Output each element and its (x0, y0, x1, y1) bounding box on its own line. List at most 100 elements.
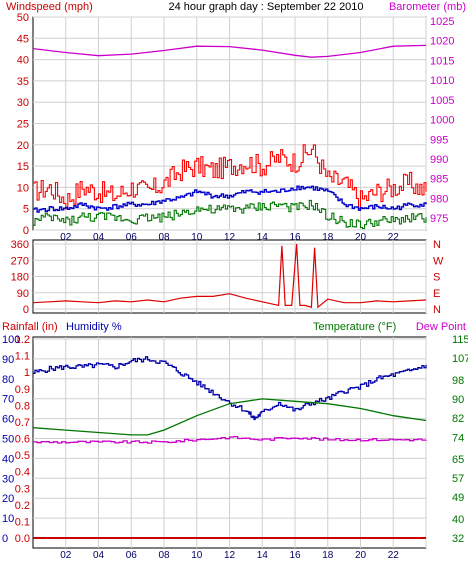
temp-x-tick-label: 08 (158, 550, 170, 559)
compass-label: N (433, 304, 441, 316)
wind-y-tick-label: 20 (17, 140, 29, 152)
wind-x-tick-label: 08 (158, 232, 170, 243)
barometer-y-tick-label: 985 (430, 174, 448, 186)
temperature-tick-label: 98 (452, 375, 464, 387)
direction-y-tick-label: 270 (11, 255, 29, 267)
barometer-y-tick-label: 1010 (430, 75, 454, 87)
wind-y-tick-label: 5 (23, 204, 29, 216)
direction-y-tick-label: 360 (11, 239, 29, 251)
temp-x-tick-label: 16 (289, 550, 301, 559)
temperature-tick-label: 40 (452, 514, 464, 526)
wind-y-tick-label: 15 (17, 161, 29, 173)
temp-x-tick-label: 18 (322, 550, 334, 559)
temperature-line (32, 398, 427, 436)
barometer-y-tick-label: 1025 (430, 16, 454, 28)
dewpoint-line (33, 435, 427, 444)
wind-chart-title: 24 hour graph day : September 22 2010 (168, 1, 363, 13)
humidity-line (33, 356, 427, 421)
rainfall-tick-label: 1.2 (15, 334, 30, 346)
average-wind-line (33, 185, 427, 213)
barometer-y-tick-label: 1020 (430, 36, 454, 48)
rainfall-tick-label: 1.1 (15, 351, 30, 363)
barometer-y-tick-label: 1000 (430, 115, 454, 127)
wind-left-axis-label: Windspeed (mph) (6, 1, 93, 13)
temperature-tick-label: 49 (452, 492, 464, 504)
barometer-y-tick-label: 980 (430, 193, 448, 205)
wind-y-tick-label: 25 (17, 119, 29, 131)
barometer-y-tick-label: 1005 (430, 95, 454, 107)
wind-x-tick-label: 16 (289, 232, 301, 243)
temp-x-tick-label: 14 (257, 550, 269, 559)
temp-x-tick-label: 12 (224, 550, 236, 559)
wind-x-tick-label: 22 (388, 232, 400, 243)
rainfall-tick-label: 0.5 (15, 450, 30, 462)
humidity-tick-label: 70 (2, 394, 14, 406)
wind-panel: Windspeed (mph) 24 hour graph day : Sept… (6, 1, 466, 243)
barometer-y-tick-label: 975 (430, 213, 448, 225)
rainfall-axis-label: Rainfall (in) (2, 321, 58, 333)
temp-x-tick-label: 22 (388, 550, 400, 559)
wind-y-tick-label: 50 (17, 12, 29, 24)
humidity-axis-label: Humidity % (66, 321, 122, 333)
rainfall-tick-label: 0.7 (15, 417, 30, 429)
wind-right-axis-label: Barometer (mb) (389, 1, 466, 13)
rainfall-tick-label: 0.2 (15, 500, 30, 512)
barometer-y-tick-label: 990 (430, 154, 448, 166)
temperature-panel: Rainfall (in) Humidity % Temperature (°F… (2, 321, 468, 561)
wind-x-tick-label: 14 (257, 232, 269, 243)
dewpoint-axis-label: Dew Point (416, 321, 466, 333)
temp-x-tick-label: 04 (93, 550, 105, 559)
humidity-tick-label: 0 (2, 533, 8, 545)
temperature-tick-label: 57 (452, 473, 464, 485)
compass-label: N (433, 239, 441, 251)
temp-x-tick-label: 06 (126, 550, 138, 559)
direction_speed-wind-line (33, 199, 427, 230)
temperature-tick-label: 90 (452, 394, 464, 406)
wind-x-tick-label: 20 (355, 232, 367, 243)
humidity-tick-label: 30 (2, 473, 14, 485)
rainfall-tick-label: 0.0 (15, 533, 30, 545)
wind-y-tick-label: 40 (17, 55, 29, 67)
wind-x-tick-label: 02 (60, 232, 72, 243)
rainfall-tick-label: 1 (24, 367, 30, 379)
temperature-tick-label: 74 (452, 432, 464, 444)
humidity-tick-label: 80 (2, 374, 14, 386)
temp-x-tick-label: 02 (60, 550, 72, 559)
direction-y-tick-label: 180 (11, 272, 29, 284)
compass-label: W (433, 255, 444, 267)
humidity-tick-label: 40 (2, 453, 14, 465)
temperature-tick-label: 115 (452, 334, 468, 346)
humidity-tick-label: 90 (2, 354, 14, 366)
direction-y-tick-label: 90 (17, 288, 29, 300)
temperature-tick-label: 32 (452, 533, 464, 545)
wind-x-tick-label: 18 (322, 232, 334, 243)
wind-direction-line (32, 243, 427, 309)
barometer-y-tick-label: 995 (430, 134, 448, 146)
rainfall-tick-label: 0.8 (15, 400, 30, 412)
rainfall-tick-label: 0.6 (15, 434, 30, 446)
barometer-y-tick-label: 1015 (430, 55, 454, 67)
humidity-tick-label: 100 (2, 334, 20, 346)
rainfall-tick-label: 0.9 (15, 384, 30, 396)
direction-y-tick-label: 0 (23, 304, 29, 316)
wind-y-tick-label: 30 (17, 97, 29, 109)
temperature-tick-label: 107 (452, 353, 468, 365)
temperature-tick-label: 82 (452, 413, 464, 425)
gust-wind-line (33, 144, 427, 210)
rainfall-tick-label: 0.1 (15, 516, 30, 528)
rainfall-tick-label: 0.3 (15, 483, 30, 495)
humidity-tick-label: 10 (2, 513, 14, 525)
temperature-axis-label: Temperature (°F) (313, 321, 396, 333)
wind-y-tick-label: 35 (17, 76, 29, 88)
compass-label: E (433, 288, 440, 300)
compass-label: S (433, 272, 440, 284)
wind-y-tick-label: 10 (17, 182, 29, 194)
wind-x-tick-label: 04 (93, 232, 105, 243)
wind-x-tick-label: 12 (224, 232, 236, 243)
wind-x-tick-label: 06 (126, 232, 138, 243)
wind-y-tick-label: 0 (23, 225, 29, 237)
rainfall-tick-label: 0.4 (15, 467, 30, 479)
wind-y-tick-label: 45 (17, 33, 29, 45)
